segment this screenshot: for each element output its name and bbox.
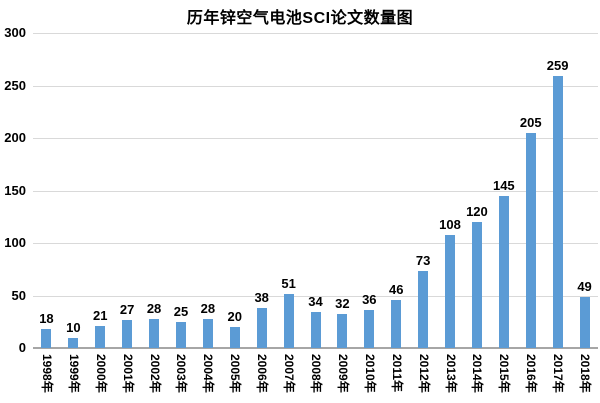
y-axis-tick-label: 150 [4,182,26,198]
bar [337,314,348,348]
bar [175,321,186,348]
bar-value-label: 120 [466,204,488,219]
bar [229,327,240,348]
x-axis-line [33,347,598,349]
y-axis-tick-label: 250 [4,77,26,93]
bar-value-label: 259 [546,58,569,74]
x-axis-tick-label: 2009年 [335,354,350,393]
y-axis-tick-label: 0 [18,340,26,355]
x-axis-tick-label: 2016年 [524,354,539,393]
x-axis-tick-label: 2000年 [93,354,108,393]
chart-title: 历年锌空气电池SCI论文数量图 [186,10,414,27]
bar-value-label: 36 [362,292,377,308]
bar [256,308,267,348]
bar [41,329,52,348]
bar [149,318,160,348]
bar [68,337,79,348]
bar [552,76,563,348]
y-axis-tick-label: 300 [4,25,26,40]
x-axis-tick-label: 2001年 [120,354,135,393]
x-axis-tick-label: 2005年 [228,354,243,393]
x-axis-tick-label: 2008年 [309,354,323,393]
x-axis-tick-label: 2014年 [470,354,485,393]
x-axis-tick-label: 2013年 [443,354,458,393]
gridline [33,85,598,87]
bar [471,222,482,348]
bar-value-label: 34 [308,294,323,310]
bar-value-label: 108 [439,216,461,232]
bar-value-label: 73 [415,253,431,269]
y-axis-tick-label: 200 [4,130,26,145]
bar-value-label: 28 [146,300,162,316]
y-axis-tick-label: 100 [4,235,26,250]
bar-value-label: 51 [281,276,296,292]
bar [310,312,321,348]
bar-value-label: 25 [173,303,189,319]
bar [445,234,456,348]
bar-value-label: 20 [227,309,243,324]
gridline [33,190,598,192]
bar-value-label: 38 [254,290,269,306]
gridline [33,33,598,34]
bar [364,310,375,348]
bar [525,132,536,348]
x-axis-tick-label: 2010年 [362,354,377,393]
bar [283,294,294,348]
bar [498,195,509,348]
gridline [33,295,598,297]
bar [122,319,133,348]
x-axis-tick-label: 2002年 [147,354,162,393]
x-axis-tick-label: 2007年 [282,354,297,393]
bar [391,299,402,348]
x-axis-tick-label: 2004年 [201,354,216,393]
bar-value-label: 10 [66,319,81,335]
bar-value-label: 28 [200,300,216,316]
x-axis-tick-label: 2011年 [389,354,404,393]
bar [579,296,590,348]
x-axis-tick-label: 1999年 [66,354,81,393]
gridline [33,138,598,139]
bar-value-label: 145 [492,177,515,193]
x-axis-tick-label: 1998年 [39,354,54,393]
bar-value-label: 18 [39,311,54,327]
x-axis-tick-label: 2012年 [416,354,431,393]
x-axis-tick-label: 2003年 [174,354,189,393]
x-axis-tick-label: 2018年 [578,354,593,393]
x-axis-tick-label: 2006年 [255,354,270,393]
bar [202,318,213,348]
bar-value-label: 27 [119,301,135,317]
bar-value-label: 46 [388,281,404,297]
bar-value-label: 21 [93,307,108,323]
x-axis-tick-label: 2017年 [551,354,566,393]
gridline [33,243,598,244]
bar-value-label: 49 [577,278,592,294]
bar-value-label: 32 [335,296,350,312]
bar [418,271,429,348]
y-axis-tick-label: 50 [11,287,26,303]
bar [95,325,106,348]
bar-value-label: 205 [519,114,542,130]
x-axis-tick-label: 2015年 [497,354,512,393]
